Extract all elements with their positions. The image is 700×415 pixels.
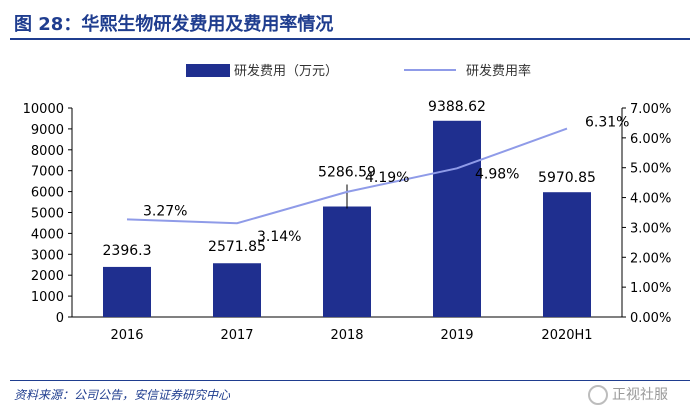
- title-divider: [10, 38, 690, 40]
- left-tick-label: 4000: [31, 227, 64, 242]
- footer-divider: [10, 380, 690, 381]
- x-tick-label: 2016: [110, 328, 143, 343]
- legend-line-label: 研发费用率: [466, 63, 531, 79]
- right-tick-label: 2.00%: [630, 251, 671, 266]
- legend-bar-label: 研发费用（万元）: [234, 63, 338, 79]
- left-axis-ticks: 0 1000 2000 3000 4000 5000 6000 7000 8000 9000 100…: [23, 102, 72, 326]
- line-value-label: 3.27%: [143, 203, 187, 219]
- left-tick-label: 0: [56, 311, 64, 326]
- right-tick-label: 4.00%: [630, 192, 671, 207]
- figure-title: 图 28：华熙生物研发费用及费用率情况: [14, 14, 334, 35]
- x-tick-label: 2019: [440, 328, 473, 343]
- right-tick-label: 3.00%: [630, 221, 671, 236]
- bar: [103, 266, 151, 317]
- line-value-labels: 3.27% 3.14% 4.19% 4.98% 6.31%: [143, 115, 629, 246]
- left-tick-label: 9000: [31, 123, 64, 138]
- x-axis-ticks: 2016 2017 2018 2019 2020H1: [110, 328, 592, 343]
- bar: [323, 206, 371, 317]
- watermark-text: 正视社服: [612, 387, 668, 403]
- bar-value-labels: 2396.3 2571.85 5286.59 9388.62 5970.85: [103, 99, 596, 259]
- left-tick-label: 10000: [23, 102, 64, 117]
- bar-series: [103, 120, 591, 318]
- x-tick-label: 2017: [220, 328, 253, 343]
- left-tick-label: 3000: [31, 248, 64, 263]
- right-tick-label: 6.00%: [630, 132, 671, 147]
- right-tick-label: 0.00%: [630, 311, 671, 326]
- left-tick-label: 5000: [31, 207, 64, 222]
- right-tick-label: 7.00%: [630, 102, 671, 117]
- chart: 0 1000 2000 3000 4000 5000 6000 7000 8000 9000 100…: [23, 63, 672, 343]
- wechat-icon: [588, 385, 608, 405]
- bar: [213, 263, 261, 317]
- watermark: 正视社服: [588, 384, 668, 405]
- source-note: 资料来源：公司公告，安信证券研究中心: [14, 388, 231, 402]
- right-tick-label: 5.00%: [630, 162, 671, 177]
- bar: [433, 120, 481, 318]
- left-tick-label: 7000: [31, 165, 64, 180]
- bar-value-label: 2571.85: [208, 239, 266, 255]
- line-value-label: 6.31%: [585, 115, 629, 131]
- left-tick-label: 8000: [31, 144, 64, 159]
- line-value-label: 3.14%: [257, 229, 301, 245]
- left-tick-label: 1000: [31, 290, 64, 305]
- bar-value-label: 9388.62: [428, 99, 486, 115]
- rate-series-line: [126, 127, 568, 225]
- bar-value-label: 5970.85: [538, 170, 596, 186]
- x-tick-label: 2020H1: [541, 328, 592, 343]
- bar-value-label: 5286.59: [318, 165, 376, 181]
- bar: [543, 192, 591, 317]
- right-tick-label: 1.00%: [630, 281, 671, 296]
- bar-value-label: 2396.3: [103, 243, 152, 259]
- line-value-label: 4.19%: [365, 170, 409, 186]
- left-tick-label: 6000: [31, 186, 64, 201]
- x-tick-label: 2018: [330, 328, 363, 343]
- legend-bar-swatch: [186, 64, 230, 77]
- right-axis-ticks: 0.00% 1.00% 2.00% 3.00% 4.00% 5.00% 6.00% 7.00%: [622, 102, 671, 326]
- left-tick-label: 2000: [31, 269, 64, 284]
- line-value-label: 4.98%: [475, 166, 519, 182]
